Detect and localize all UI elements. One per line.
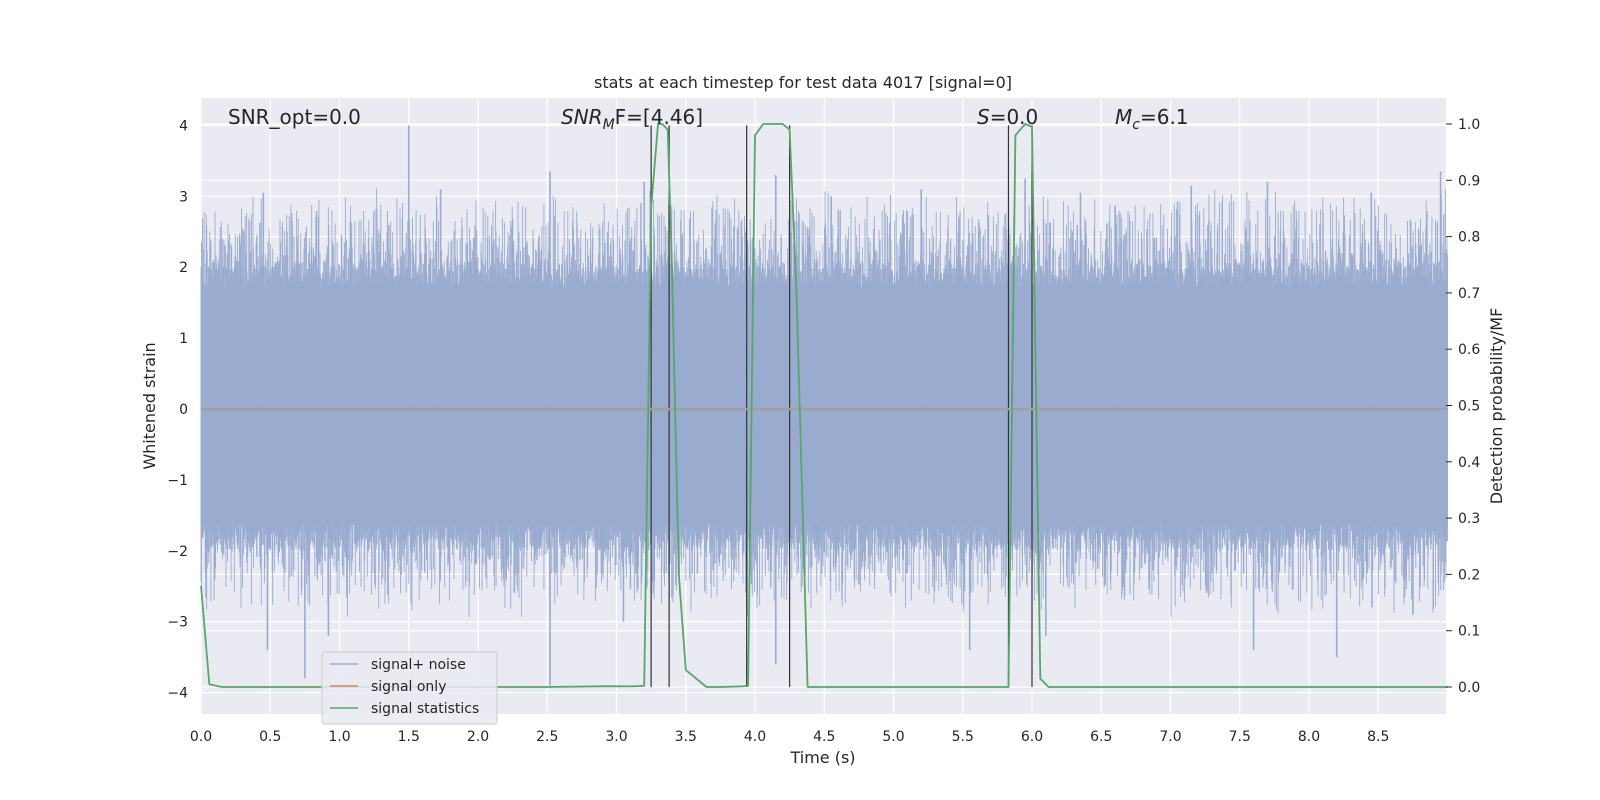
x-tick-label-13: 6.5 bbox=[1090, 729, 1112, 745]
series-signal-statistics bbox=[200, 123, 1448, 688]
annotation-mc-sub: c bbox=[1132, 117, 1140, 133]
series-signal-noise bbox=[200, 125, 1448, 686]
y-left-tick-label-3: 1 bbox=[179, 331, 188, 347]
y-left-tick-label-2: 2 bbox=[179, 260, 188, 276]
y-right-tick-label-9: 0.1 bbox=[1458, 624, 1480, 640]
annotation-snr-mf-main: SNR bbox=[561, 105, 603, 129]
y-right-tick-label-0: 1.0 bbox=[1458, 117, 1480, 133]
x-tick-label-14: 7.0 bbox=[1159, 729, 1181, 745]
x-tick-label-4: 2.0 bbox=[467, 729, 489, 745]
y-axis-left-label: Whitened strain bbox=[140, 342, 159, 469]
y-left-tick-label-5: −1 bbox=[167, 473, 188, 489]
x-tick-label-16: 8.0 bbox=[1298, 729, 1320, 745]
x-tick-label-11: 5.5 bbox=[952, 729, 974, 745]
annotation-snr-opt: SNR_opt=0.0 bbox=[228, 105, 361, 129]
annotation-mc-tail: =6.1 bbox=[1140, 105, 1189, 129]
annotation-snr-mf: SNRMF=[4.46] bbox=[561, 105, 703, 133]
annotation-mc: Mc=6.1 bbox=[1115, 105, 1189, 133]
y-left-tick-label-1: 3 bbox=[179, 189, 188, 205]
x-tick-label-9: 4.5 bbox=[813, 729, 835, 745]
x-axis-label: Time (s) bbox=[789, 748, 855, 767]
legend-label-signal-only: signal only bbox=[371, 679, 446, 695]
y-right-tick-label-10: 0.0 bbox=[1458, 680, 1480, 696]
annotation-snr-mf-tail: F=[4.46] bbox=[615, 105, 703, 129]
y-axis-right-label: Detection probability/MF bbox=[1487, 308, 1506, 505]
x-tick-label-3: 1.5 bbox=[398, 729, 420, 745]
annotation-s-main: S bbox=[977, 105, 990, 129]
x-tick-label-2: 1.0 bbox=[328, 729, 350, 745]
x-tick-label-6: 3.0 bbox=[605, 729, 627, 745]
y-right-tick-label-3: 0.7 bbox=[1458, 286, 1480, 302]
y-right-tick-label-6: 0.4 bbox=[1458, 455, 1480, 471]
x-tick-label-8: 4.0 bbox=[744, 729, 766, 745]
annotation-mc-main: M bbox=[1115, 105, 1132, 129]
chart-title: stats at each timestep for test data 401… bbox=[594, 73, 1012, 92]
y-axis-right-ticks: 1.0 0.9 0.8 0.7 0.6 0.5 0.4 0.3 0.2 0.1 0.0 bbox=[1446, 117, 1480, 696]
legend-box bbox=[321, 651, 498, 725]
annotation-s: S=0.0 bbox=[977, 105, 1038, 129]
y-right-tick-label-7: 0.3 bbox=[1458, 511, 1480, 527]
y-left-tick-label-7: −3 bbox=[167, 615, 188, 631]
x-tick-label-5: 2.5 bbox=[536, 729, 558, 745]
x-axis-ticks: 0.0 0.5 1.0 1.5 2.0 2.5 3.0 3.5 4.0 4.5 5.0 5.5 6.0 6… bbox=[190, 729, 1390, 745]
y-left-tick-label-0: 4 bbox=[179, 118, 188, 134]
y-right-tick-label-5: 0.5 bbox=[1458, 399, 1480, 415]
annotation-snr-mf-sub: M bbox=[603, 117, 615, 133]
x-tick-label-7: 3.5 bbox=[675, 729, 697, 745]
x-tick-label-17: 8.5 bbox=[1367, 729, 1389, 745]
x-tick-label-10: 5.0 bbox=[882, 729, 904, 745]
y-right-tick-label-4: 0.6 bbox=[1458, 342, 1480, 358]
signal-statistics-line bbox=[200, 123, 1448, 688]
x-tick-label-12: 6.0 bbox=[1021, 729, 1043, 745]
y-right-tick-label-2: 0.8 bbox=[1458, 230, 1480, 246]
y-left-tick-label-8: −4 bbox=[167, 686, 188, 702]
x-tick-label-1: 0.5 bbox=[259, 729, 281, 745]
y-right-tick-label-1: 0.9 bbox=[1458, 173, 1480, 189]
x-tick-label-15: 7.5 bbox=[1229, 729, 1251, 745]
legend-label-signal-noise: signal+ noise bbox=[371, 657, 466, 673]
y-right-tick-label-8: 0.2 bbox=[1458, 567, 1480, 583]
y-left-tick-label-6: −2 bbox=[167, 544, 188, 560]
annotation-s-tail: =0.0 bbox=[990, 105, 1039, 129]
legend: signal+ noise signal only signal statist… bbox=[321, 651, 498, 725]
y-left-tick-label-4: 0 bbox=[179, 402, 188, 418]
y-axis-left-ticks: 4 3 2 1 0 −1 −2 −3 −4 bbox=[167, 118, 188, 701]
x-tick-label-0: 0.0 bbox=[190, 729, 212, 745]
legend-label-signal-statistics: signal statistics bbox=[371, 701, 479, 717]
